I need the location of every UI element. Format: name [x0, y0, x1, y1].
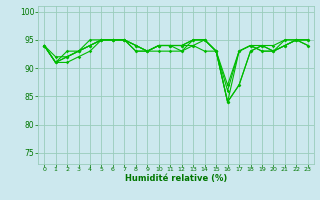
X-axis label: Humidité relative (%): Humidité relative (%) [125, 174, 227, 183]
